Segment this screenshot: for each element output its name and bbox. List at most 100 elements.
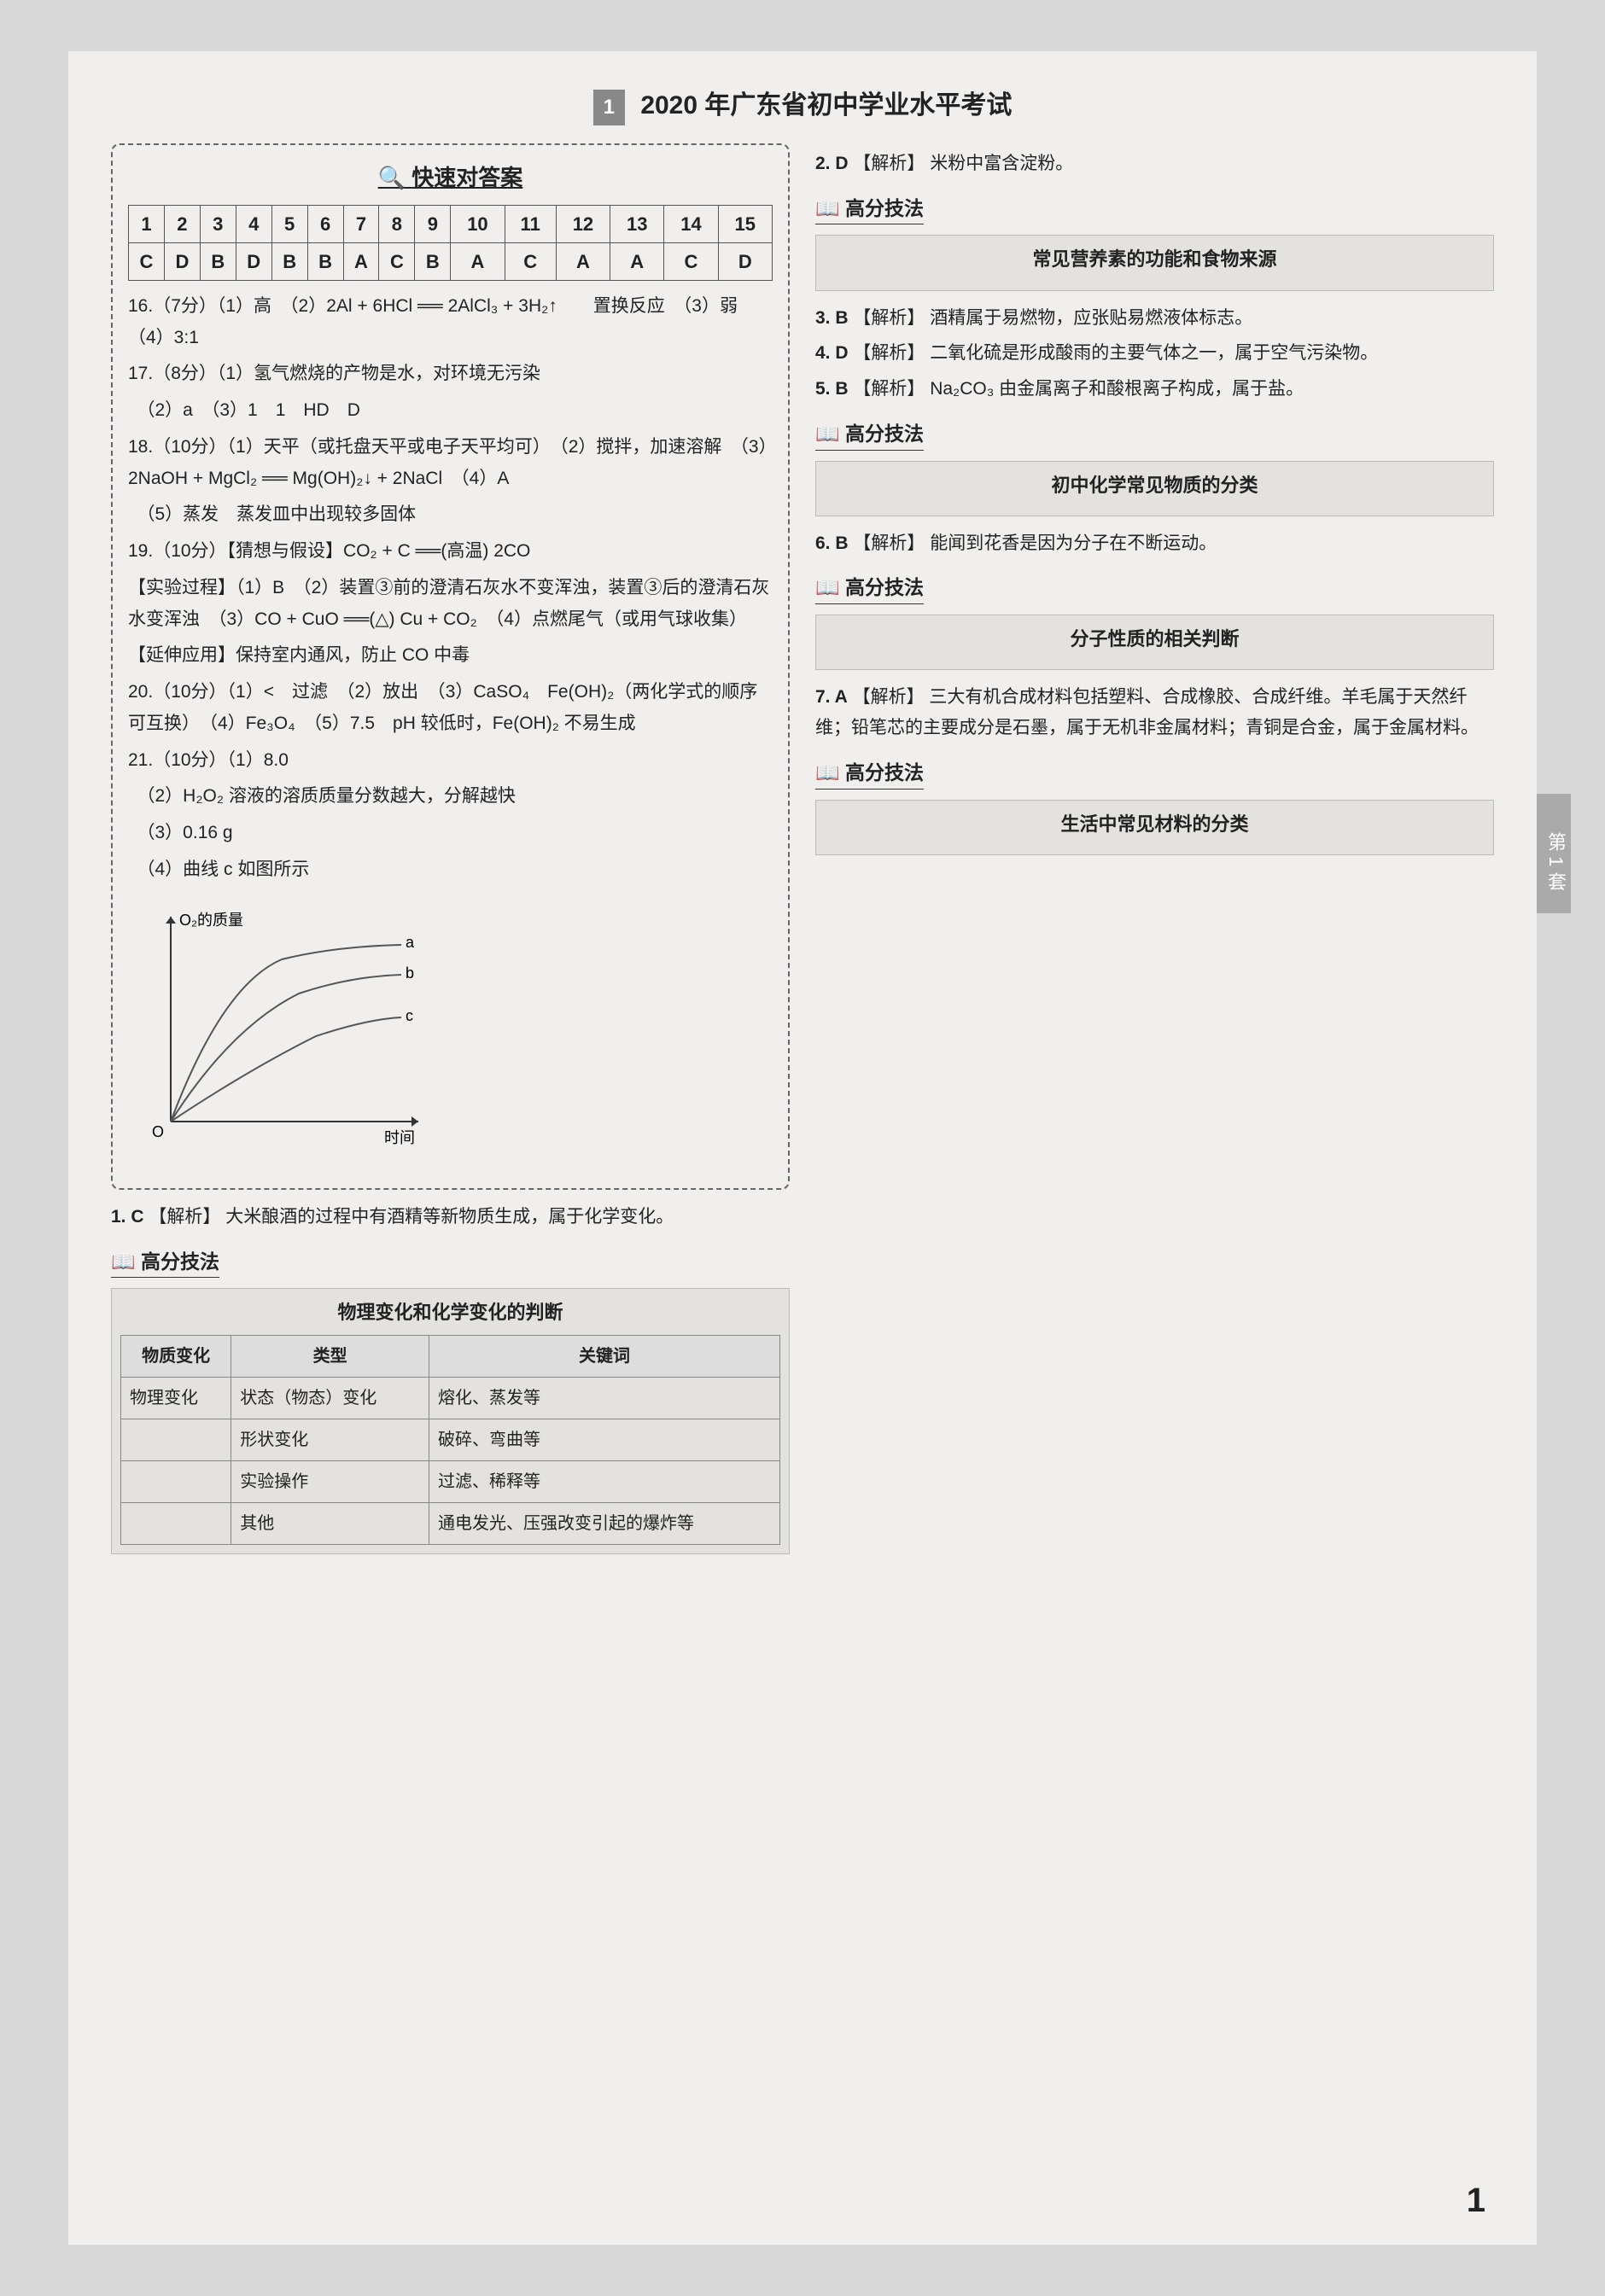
qa-answer: D <box>236 242 271 280</box>
qa-num: 3 <box>200 205 236 242</box>
table-cell: 形状变化 <box>231 1419 429 1460</box>
a6-text: 能闻到花香是因为分子在不断运动。 <box>930 533 1217 553</box>
tip5-title: 生活中常见材料的分类 <box>825 809 1485 839</box>
a6-label: 【解析】 <box>853 533 925 553</box>
qa-answer: B <box>307 242 343 280</box>
qa-num: 12 <box>556 205 610 242</box>
table-cell <box>121 1460 231 1502</box>
qa-item: 【实验过程】（1）B （2）装置③前的澄清石灰水不变浑浊，装置③后的澄清石灰水变… <box>128 573 773 636</box>
analysis-2: 2. D 【解析】 米粉中富含淀粉。 <box>815 149 1494 179</box>
table-row: 其他通电发光、压强改变引起的爆炸等 <box>121 1502 780 1544</box>
a5-num: 5. B <box>815 379 849 399</box>
tip4-title: 分子性质的相关判断 <box>825 624 1485 654</box>
table-cell: 熔化、蒸发等 <box>429 1377 780 1419</box>
table-cell: 其他 <box>231 1502 429 1544</box>
table-cell: 过滤、稀释等 <box>429 1460 780 1502</box>
o2-mass-graph: O O₂的质量 时间 a b c <box>128 900 435 1156</box>
left-column: 快速对答案 123456789101112131415 CDBDBBACBACA… <box>111 143 790 1566</box>
quick-answer-box: 快速对答案 123456789101112131415 CDBDBBACBACA… <box>111 143 790 1190</box>
qa-item: 19.（10分）【猜想与假设】CO₂ + C ══(高温) 2CO <box>128 536 773 568</box>
qa-num: 8 <box>379 205 415 242</box>
a2-text: 米粉中富含淀粉。 <box>930 154 1073 173</box>
tip2-box: 常见营养素的功能和食物来源 <box>815 235 1494 290</box>
two-columns: 快速对答案 123456789101112131415 CDBDBBACBACA… <box>111 143 1494 1566</box>
answer-grid-answers: CDBDBBACBACAACD <box>129 242 773 280</box>
right-column: 2. D 【解析】 米粉中富含淀粉。 高分技法 常见营养素的功能和食物来源 3.… <box>815 143 1494 1566</box>
a5-text: Na₂CO₃ 由金属离子和酸根离子构成，属于盐。 <box>930 379 1304 399</box>
a3-text: 酒精属于易燃物，应张贴易燃液体标志。 <box>930 308 1252 328</box>
tip1-label: 高分技法 <box>111 1246 219 1279</box>
a4-text: 二氧化硫是形成酸雨的主要气体之一，属于空气污染物。 <box>930 343 1378 363</box>
tip1-box: 物理变化和化学变化的判断 物质变化类型关键词物理变化状态（物态）变化熔化、蒸发等… <box>111 1288 790 1553</box>
qa-item: （4）曲线 c 如图所示 <box>128 854 773 886</box>
qa-item: （5）蒸发 蒸发皿中出现较多固体 <box>128 499 773 531</box>
qa-item: 【延伸应用】保持室内通风，防止 CO 中毒 <box>128 640 773 672</box>
analysis-6: 6. B 【解析】 能闻到花香是因为分子在不断运动。 <box>815 528 1494 559</box>
qa-answer: C <box>129 242 165 280</box>
qa-answer: C <box>505 242 556 280</box>
page-header: 1 2020 年广东省初中学业水平考试 <box>111 85 1494 126</box>
qa-num: 11 <box>505 205 556 242</box>
qa-answer: C <box>664 242 718 280</box>
table-cell: 状态（物态）变化 <box>231 1377 429 1419</box>
qa-num: 13 <box>610 205 664 242</box>
analysis-5: 5. B 【解析】 Na₂CO₃ 由金属离子和酸根离子构成，属于盐。 <box>815 374 1494 405</box>
table-header: 物质变化 <box>121 1335 231 1377</box>
a2-label: 【解析】 <box>853 154 925 173</box>
analysis-3: 3. B 【解析】 酒精属于易燃物，应张贴易燃液体标志。 <box>815 303 1494 334</box>
a7-num: 7. A <box>815 687 848 707</box>
qa-num: 14 <box>664 205 718 242</box>
qa-answer: A <box>556 242 610 280</box>
qa-item: （3）0.16 g <box>128 818 773 849</box>
tip3-box: 初中化学常见物质的分类 <box>815 461 1494 516</box>
qa-num: 7 <box>343 205 379 242</box>
a2-num: 2. D <box>815 154 849 173</box>
curve-a: a <box>406 934 415 951</box>
qa-answer: B <box>415 242 451 280</box>
table-cell: 物理变化 <box>121 1377 231 1419</box>
qa-answer: B <box>271 242 307 280</box>
tip1-table: 物质变化类型关键词物理变化状态（物态）变化熔化、蒸发等形状变化破碎、弯曲等实验操… <box>120 1335 780 1545</box>
tip4-label: 高分技法 <box>815 572 924 604</box>
a5-label: 【解析】 <box>853 379 925 399</box>
qa-item: 20.（10分）（1）< 过滤 （2）放出 （3）CaSO₄ Fe(OH)₂（两… <box>128 677 773 740</box>
tip5-label: 高分技法 <box>815 757 924 790</box>
qa-num: 2 <box>164 205 200 242</box>
qa-num: 6 <box>307 205 343 242</box>
table-cell <box>121 1502 231 1544</box>
qa-answer: D <box>718 242 772 280</box>
curve-c: c <box>406 1007 413 1024</box>
qa-answer: C <box>379 242 415 280</box>
side-tab: 第 1 套 <box>1537 794 1571 913</box>
header-title: 2020 年广东省初中学业水平考试 <box>640 91 1012 119</box>
tip3-label: 高分技法 <box>815 418 924 451</box>
table-row: 实验操作过滤、稀释等 <box>121 1460 780 1502</box>
analysis-4: 4. D 【解析】 二氧化硫是形成酸雨的主要气体之一，属于空气污染物。 <box>815 338 1494 369</box>
qa-answer: A <box>451 242 505 280</box>
header-badge: 1 <box>593 90 625 125</box>
qa-num: 1 <box>129 205 165 242</box>
qa-item: （2）a （3）1 1 HD D <box>128 395 773 427</box>
analysis-7: 7. A 【解析】 三大有机合成材料包括塑料、合成橡胶、合成纤维。羊毛属于天然纤… <box>815 682 1494 743</box>
a1-num: 1. C <box>111 1207 144 1227</box>
qa-item: 17.（8分）（1）氢气燃烧的产物是水，对环境无污染 <box>128 358 773 390</box>
table-row: 形状变化破碎、弯曲等 <box>121 1419 780 1460</box>
qa-answer: D <box>164 242 200 280</box>
tip1-title: 物理变化和化学变化的判断 <box>120 1297 780 1327</box>
graph-origin: O <box>152 1123 164 1140</box>
analysis-1: 1. C 【解析】 大米酿酒的过程中有酒精等新物质生成，属于化学变化。 <box>111 1202 790 1232</box>
a4-num: 4. D <box>815 343 849 363</box>
a1-label: 【解析】 <box>149 1207 220 1227</box>
table-cell: 通电发光、压强改变引起的爆炸等 <box>429 1502 780 1544</box>
curve-b: b <box>406 964 414 982</box>
a7-label: 【解析】 <box>853 687 925 707</box>
qa-answer: A <box>610 242 664 280</box>
answer-grid-nums: 123456789101112131415 <box>129 205 773 242</box>
qa-num: 5 <box>271 205 307 242</box>
quick-answer-title: 快速对答案 <box>128 160 773 196</box>
table-cell: 实验操作 <box>231 1460 429 1502</box>
qa-num: 10 <box>451 205 505 242</box>
qa-item: （2）H₂O₂ 溶液的溶质质量分数越大，分解越快 <box>128 781 773 813</box>
graph-xlabel: 时间 <box>384 1129 415 1146</box>
table-header: 关键词 <box>429 1335 780 1377</box>
